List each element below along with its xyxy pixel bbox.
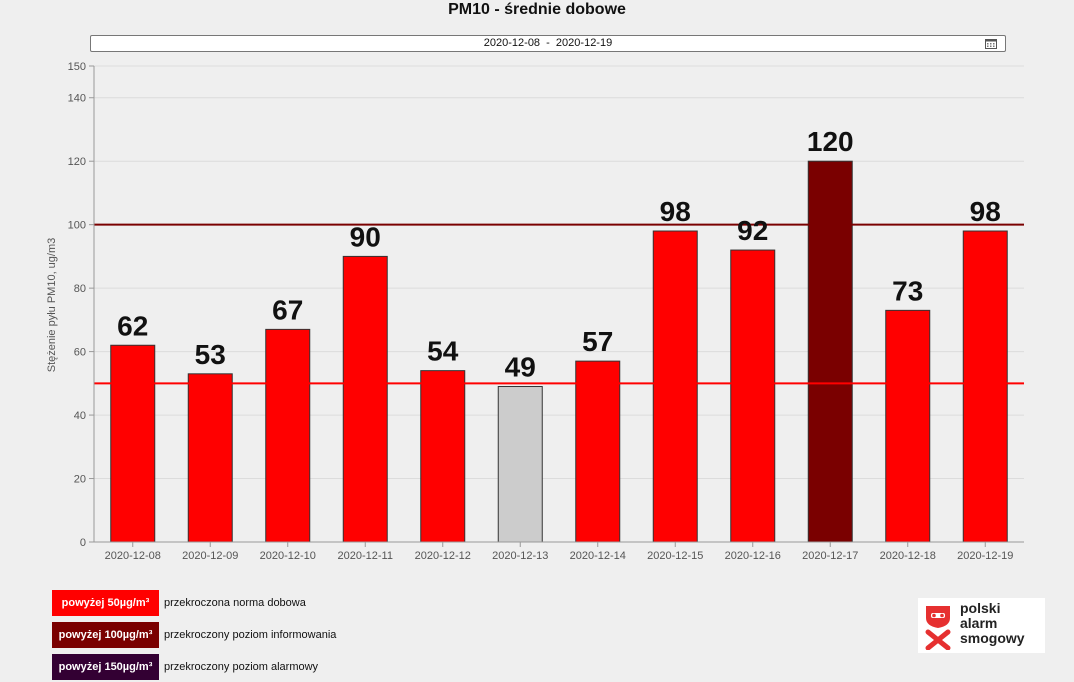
- logo-mask-icon: [925, 606, 951, 650]
- bar[interactable]: [807, 160, 853, 543]
- y-tick-label: 120: [68, 156, 86, 168]
- polski-alarm-smogowy-logo: polski alarm smogowy: [918, 598, 1045, 653]
- bar-value-label: 98: [970, 196, 1001, 227]
- bar-value-label: 98: [660, 196, 691, 227]
- legend-badge: powyżej 100µg/m³: [52, 622, 159, 648]
- logo-line-3: smogowy: [960, 630, 1025, 646]
- bar[interactable]: [497, 386, 543, 543]
- legend-text: przekroczony poziom informowania: [164, 629, 337, 641]
- x-tick-label: 2020-12-10: [260, 550, 316, 562]
- bar[interactable]: [420, 370, 466, 543]
- bar-value-label: 57: [582, 326, 613, 357]
- bar[interactable]: [110, 344, 156, 543]
- bar-value-label: 62: [117, 310, 148, 341]
- bar[interactable]: [342, 255, 388, 543]
- chart-title: PM10 - średnie dobowe: [448, 1, 626, 18]
- x-tick-label: 2020-12-12: [415, 550, 471, 562]
- x-tick-label: 2020-12-14: [570, 550, 626, 562]
- x-tick-label: 2020-12-13: [492, 550, 548, 562]
- y-tick-label: 140: [68, 93, 86, 105]
- bar[interactable]: [265, 328, 311, 543]
- bar-value-label: 53: [195, 339, 226, 370]
- legend-badge: powyżej 50µg/m³: [52, 590, 159, 616]
- legend-badge: powyżej 150µg/m³: [52, 654, 159, 680]
- date-range-picker[interactable]: 2020-12-08 - 2020-12-19: [90, 35, 1006, 52]
- bar[interactable]: [730, 249, 776, 543]
- x-tick-label: 2020-12-11: [338, 550, 393, 562]
- y-tick-label: 20: [74, 474, 86, 486]
- x-tick-label: 2020-12-09: [182, 550, 238, 562]
- bar[interactable]: [885, 309, 931, 543]
- y-tick-label: 80: [74, 283, 86, 295]
- bar[interactable]: [187, 373, 233, 543]
- bar[interactable]: [652, 230, 698, 543]
- x-tick-label: 2020-12-19: [957, 550, 1013, 562]
- x-tick-label: 2020-12-18: [880, 550, 936, 562]
- bar-value-label: 54: [427, 336, 459, 367]
- y-tick-label: 60: [74, 347, 86, 359]
- date-range-value: 2020-12-08 - 2020-12-19: [483, 37, 613, 49]
- bar-value-label: 49: [505, 352, 536, 383]
- x-tick-label: 2020-12-17: [802, 550, 858, 562]
- bar-value-label: 67: [272, 294, 303, 325]
- y-tick-label: 150: [68, 61, 86, 73]
- y-tick-label: 40: [74, 410, 86, 422]
- bar-value-label: 120: [807, 126, 854, 157]
- logo-line-1: polski: [960, 600, 1001, 616]
- bar-value-label: 92: [737, 215, 768, 246]
- y-tick-label: 100: [68, 220, 86, 232]
- x-tick-label: 2020-12-15: [647, 550, 703, 562]
- y-axis-label: Stężenie pyłu PM10, ug/m3: [46, 238, 58, 373]
- calendar-icon[interactable]: [985, 38, 997, 49]
- legend-text: przekroczony poziom alarmowy: [164, 661, 319, 673]
- bar-value-label: 90: [350, 221, 381, 252]
- y-tick-label: 0: [80, 537, 86, 549]
- legend-text: przekroczona norma dobowa: [164, 597, 306, 609]
- bar-chart: 0 20 40 60 80 100 120 140 150 2020-12-08 2020-12-0…: [46, 61, 1024, 562]
- bar-value-label: 73: [892, 275, 923, 306]
- bar[interactable]: [575, 360, 621, 543]
- bar[interactable]: [962, 230, 1008, 543]
- x-tick-label: 2020-12-08: [105, 550, 161, 562]
- x-tick-label: 2020-12-16: [725, 550, 781, 562]
- logo-line-2: alarm: [960, 615, 998, 631]
